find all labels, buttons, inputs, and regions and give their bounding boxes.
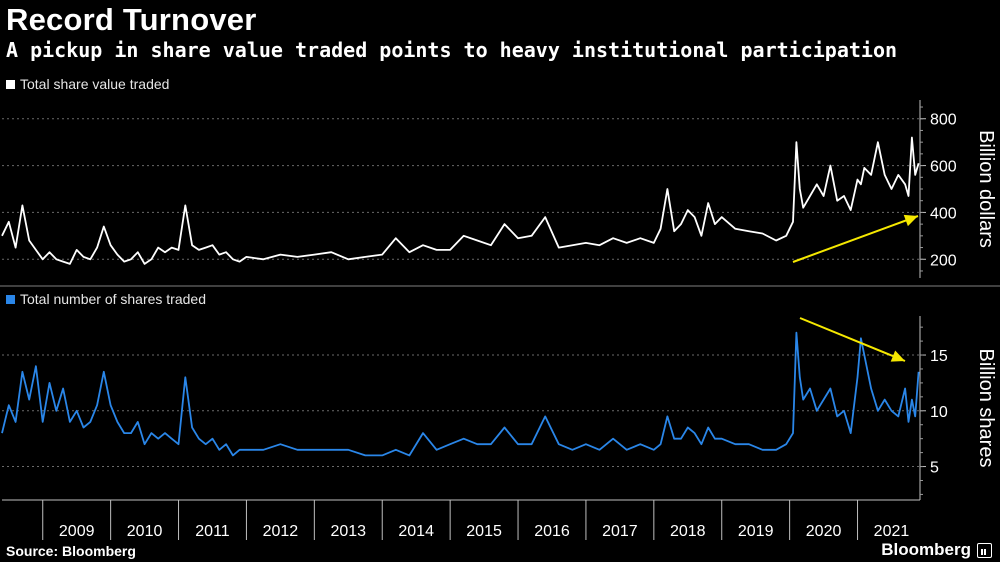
brand-name: Bloomberg [881,540,971,559]
source-note: Source: Bloomberg [6,543,136,559]
series-line-shares [1,331,920,457]
legend-swatch-white [6,79,15,89]
y-tick-label-value: 200 [930,252,957,269]
x-tick-label: 2014 [398,523,434,540]
x-tick-label: 2010 [127,523,163,540]
x-tick-label: 2009 [59,523,95,540]
y-tick-label-value: 600 [930,159,957,176]
brand-logo: Bloomberg [881,540,992,560]
x-tick-label: 2017 [602,523,638,540]
x-tick-label: 2019 [738,523,774,540]
x-tick-label: 2020 [806,523,842,540]
legend-value-traded: Total share value traded [6,76,169,92]
x-tick-label: 2013 [330,523,366,540]
legend-swatch-blue [6,294,15,304]
legend-label-value-traded: Total share value traded [20,76,170,92]
falling-arrow-head [890,350,905,362]
x-tick-label: 2015 [466,523,502,540]
legend-shares-traded: Total number of shares traded [6,291,206,307]
x-tick-label: 2018 [670,523,706,540]
bar-chart-icon [977,542,992,558]
page-title: Record Turnover [6,2,257,37]
x-tick-label: 2012 [263,523,299,540]
legend-label-shares-traded: Total number of shares traded [20,291,206,307]
y-axis-label-value: Billion dollars [975,130,997,248]
x-tick-label: 2021 [874,523,910,540]
y-tick-label-value: 400 [930,205,957,222]
x-tick-label: 2011 [195,523,230,540]
y-tick-label-shares: 5 [930,460,939,477]
y-axis-label-shares: Billion shares [975,349,997,468]
y-tick-label-shares: 15 [930,348,948,365]
series-line-value [1,136,920,265]
y-tick-label-value: 800 [930,112,957,129]
rising-arrow-head [903,214,918,227]
x-tick-label: 2016 [534,523,570,540]
rising-arrow-shaft [792,215,919,263]
page-subtitle: A pickup in share value traded points to… [6,38,898,62]
y-tick-label-shares: 10 [930,404,948,421]
falling-arrow-shaft [799,317,906,362]
